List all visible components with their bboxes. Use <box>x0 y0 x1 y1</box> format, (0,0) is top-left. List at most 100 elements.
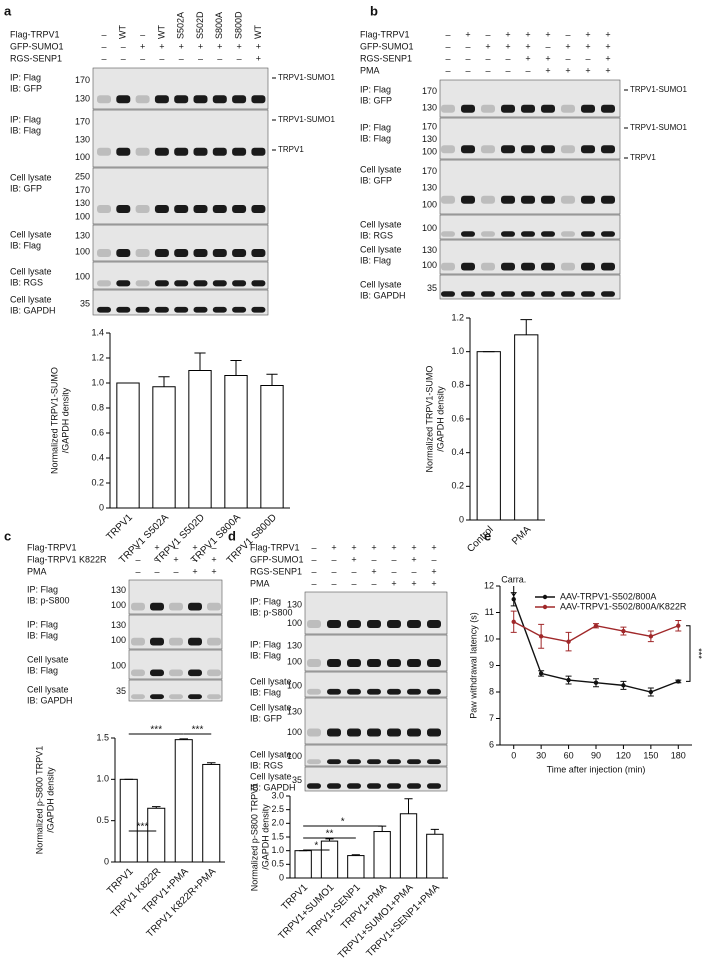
blot-band <box>212 306 227 313</box>
blot-band <box>327 688 341 695</box>
blot-band <box>501 231 515 237</box>
blot-band <box>427 659 441 668</box>
blot-band <box>232 280 247 287</box>
lane-label: – <box>101 29 106 39</box>
y-axis-label: /GAPDH density <box>435 386 445 452</box>
lane-label: WT <box>253 25 263 39</box>
y-tick-label: 0.4 <box>91 452 104 462</box>
blot-band <box>387 619 401 628</box>
error-bar <box>430 828 439 835</box>
mw-marker: 100 <box>287 657 302 667</box>
strip-label: IB: GAPDH <box>360 290 406 300</box>
bar <box>426 833 444 879</box>
blot-band <box>131 602 145 611</box>
blot-band <box>116 280 131 287</box>
blot-band <box>481 291 495 297</box>
lane-label: – <box>331 566 336 576</box>
x-tick-label: 0 <box>511 750 516 760</box>
blot-band <box>131 694 145 700</box>
mw-marker: 100 <box>111 661 126 671</box>
blot-band <box>347 728 361 737</box>
lane-label: – <box>431 554 436 564</box>
lane-label: – <box>505 65 510 75</box>
y-tick-label: 10 <box>484 633 494 643</box>
blot-band <box>174 249 189 258</box>
blot-band <box>174 306 189 313</box>
lane-label: + <box>173 554 178 564</box>
lane-label: – <box>371 578 376 588</box>
error-bar <box>206 762 216 765</box>
lane-label: + <box>411 578 416 588</box>
y-tick-label: 1.0 <box>271 845 284 855</box>
mw-marker: 130 <box>75 134 90 144</box>
x-tick-label: 120 <box>616 750 631 760</box>
bar <box>147 807 166 863</box>
blot-band <box>441 291 455 297</box>
blot-band <box>212 205 227 214</box>
lane-label: – <box>101 53 106 63</box>
blot-band <box>387 728 401 737</box>
blot-band <box>232 205 247 214</box>
blot-band <box>154 280 169 287</box>
lane-label: S502D <box>195 11 205 39</box>
strip-label: IB: GFP <box>360 175 392 185</box>
blot-strip <box>304 697 448 745</box>
lane-label: + <box>371 566 376 576</box>
panel-letter: d <box>228 528 236 543</box>
blot-band <box>367 728 381 737</box>
error-bar <box>266 373 278 386</box>
lane-label: – <box>465 53 470 63</box>
error-bar <box>378 825 387 832</box>
y-tick-label: 0.5 <box>271 859 284 869</box>
y-tick-label: 1.0 <box>91 377 104 387</box>
blot-band <box>601 262 615 271</box>
blot-band <box>116 306 131 313</box>
blot-band <box>116 147 131 156</box>
lane-label: WT <box>118 25 128 39</box>
strip-label: Cell lysate <box>27 654 69 664</box>
mw-marker: 130 <box>287 707 302 717</box>
blot-band <box>521 104 535 113</box>
blot-band <box>501 291 515 297</box>
strip-label: Cell lysate <box>360 164 402 174</box>
bar <box>152 386 176 509</box>
lane-label: – <box>135 542 140 552</box>
strip-label: Cell lysate <box>27 684 69 694</box>
blot-strip <box>439 159 621 215</box>
blot-band <box>212 147 227 156</box>
y-axis-label: /GAPDH density <box>60 387 70 453</box>
point <box>621 628 626 634</box>
blot-band <box>541 104 555 113</box>
blot-band <box>601 145 615 154</box>
x-tick-label: PMA <box>510 524 533 547</box>
blot-band <box>601 231 615 237</box>
lane-label: – <box>173 542 178 552</box>
strip-label: IP: Flag <box>27 619 58 629</box>
lane-label: – <box>211 542 216 552</box>
lane-label: + <box>505 29 510 39</box>
blot-band <box>169 694 183 700</box>
mw-marker: 170 <box>422 166 437 176</box>
y-tick-label: 1.0 <box>96 774 109 784</box>
lane-label: + <box>192 566 197 576</box>
blot-band <box>188 669 202 677</box>
lane-label: – <box>311 542 316 552</box>
blot-band <box>441 231 455 237</box>
blot-band <box>135 306 150 313</box>
x-tick-label: 30 <box>536 750 546 760</box>
blot-band <box>461 291 475 297</box>
strip-label: IP: Flag <box>250 639 281 649</box>
point <box>676 623 681 628</box>
band-note: TRPV1-SUMO1 <box>278 73 335 82</box>
mw-marker: 130 <box>422 102 437 112</box>
lane-label: – <box>331 578 336 588</box>
blot-band <box>481 145 495 154</box>
blot-band <box>188 694 202 700</box>
blot-band <box>387 659 401 668</box>
strip-label: Cell lysate <box>10 266 52 276</box>
sig-label: *** <box>150 725 162 736</box>
band-note: TRPV1 <box>278 145 304 154</box>
point <box>648 689 654 695</box>
lane-label: – <box>391 566 396 576</box>
condition-label: RGS-SENP1 <box>10 53 62 63</box>
